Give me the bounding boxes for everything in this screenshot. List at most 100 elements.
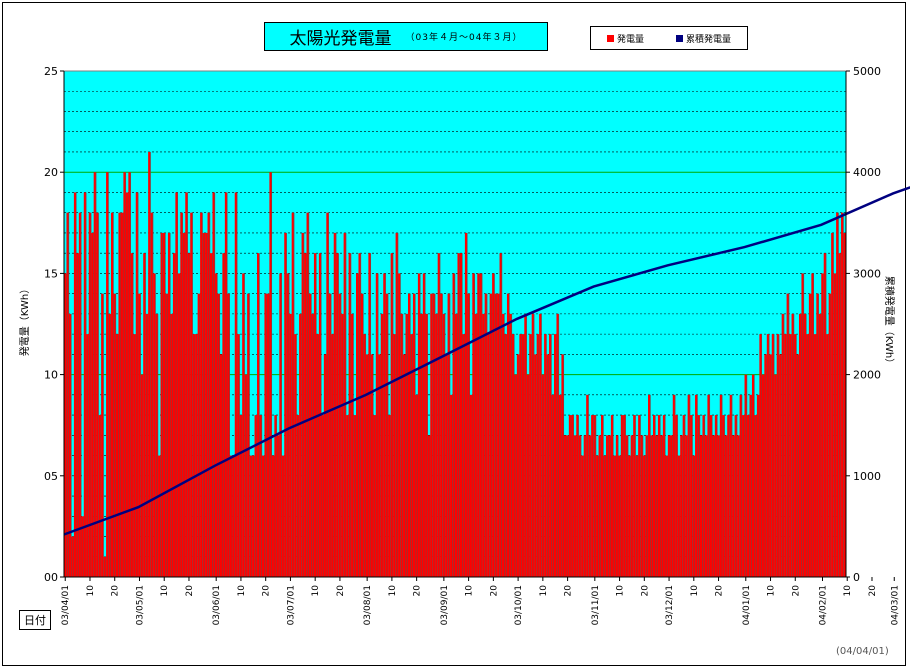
bar <box>425 313 428 577</box>
bar <box>759 334 763 577</box>
bar <box>115 334 119 577</box>
bar <box>487 334 490 577</box>
bar <box>843 232 847 578</box>
bar <box>610 415 614 577</box>
bar <box>682 415 686 577</box>
bar <box>640 435 644 577</box>
bar <box>593 415 597 577</box>
bar <box>657 415 661 577</box>
x-tick-label: 20 <box>185 585 195 597</box>
bar <box>823 253 827 577</box>
bar <box>742 415 745 577</box>
bar <box>660 435 664 577</box>
chart-subtitle: （03年４月～04年３月） <box>405 33 523 43</box>
legend-swatch-cumulative <box>675 34 683 42</box>
bar <box>459 253 463 577</box>
bar <box>299 313 302 577</box>
bar <box>145 313 149 577</box>
bar <box>373 415 376 577</box>
x-tick-label: 03/09/01 <box>440 585 450 625</box>
bar <box>541 374 545 577</box>
bar <box>195 334 198 577</box>
bar <box>308 293 312 577</box>
bar <box>222 253 226 577</box>
bar <box>675 415 678 577</box>
bar <box>536 334 540 577</box>
bar <box>455 313 458 577</box>
bar <box>66 212 70 577</box>
bar <box>499 253 503 577</box>
bar <box>113 293 117 577</box>
bar <box>336 253 339 577</box>
bar <box>583 435 587 577</box>
bar <box>645 435 649 577</box>
bar <box>756 394 760 577</box>
bar <box>717 435 720 577</box>
bar <box>690 415 693 577</box>
legend-item-daily: 発電量 <box>606 32 644 45</box>
bar <box>618 455 621 577</box>
bar <box>348 253 352 577</box>
x-tick-label: 10 <box>843 585 853 597</box>
x-tick-label: 20 <box>489 585 499 597</box>
x-tick-label: 03/12/01 <box>665 585 675 625</box>
bar <box>695 394 698 577</box>
bar <box>167 232 171 578</box>
x-tick-label: 10 <box>237 585 247 597</box>
bar <box>410 334 414 577</box>
bar <box>727 415 730 577</box>
bar <box>516 354 520 577</box>
bar <box>435 313 438 577</box>
bar <box>450 394 453 577</box>
y-tick-label: 20 <box>44 166 58 179</box>
x-tick-label: 03/08/01 <box>363 585 373 625</box>
bar <box>185 192 188 577</box>
bar <box>390 253 394 577</box>
bar <box>202 232 206 578</box>
bar <box>561 354 565 577</box>
bar <box>219 354 223 577</box>
bar <box>333 232 337 578</box>
bar <box>462 334 466 577</box>
bar <box>403 354 406 577</box>
bar <box>328 293 332 577</box>
x-tick-label: 03/10/01 <box>514 585 524 625</box>
bar <box>704 435 708 577</box>
bar <box>502 313 505 577</box>
x-tick-label: 03/11/01 <box>591 585 601 625</box>
bar <box>227 293 230 577</box>
bar <box>93 172 97 577</box>
x-tick-label: 20 <box>715 585 725 597</box>
bar <box>781 313 785 577</box>
bar <box>205 232 208 578</box>
x-tick-label: 04/01/01 <box>742 585 752 625</box>
bar <box>150 212 154 577</box>
bar <box>313 253 317 577</box>
y-tick-label: 10 <box>44 369 58 382</box>
bar <box>623 415 626 577</box>
y2-axis-label: 累積発電量（KWh） <box>883 276 896 368</box>
bar <box>103 556 107 577</box>
bar <box>380 313 384 577</box>
bar <box>311 313 315 577</box>
bar <box>440 293 443 577</box>
x-tick-label: 04/02/01 <box>818 585 828 625</box>
bar <box>304 253 307 577</box>
bar <box>489 293 493 577</box>
bar <box>432 293 436 577</box>
bar <box>818 313 822 577</box>
bar <box>573 435 577 577</box>
bar <box>212 192 216 577</box>
bar <box>514 374 518 577</box>
bar <box>578 435 582 577</box>
y2-tick-label: 3000 <box>853 267 881 280</box>
bar <box>88 212 92 577</box>
y-tick-label: 05 <box>44 470 58 483</box>
x-tick-label: 10 <box>311 585 321 597</box>
bar <box>551 394 555 577</box>
bar <box>180 212 183 577</box>
bar <box>239 415 243 577</box>
bar <box>276 435 280 577</box>
bar <box>544 334 547 577</box>
